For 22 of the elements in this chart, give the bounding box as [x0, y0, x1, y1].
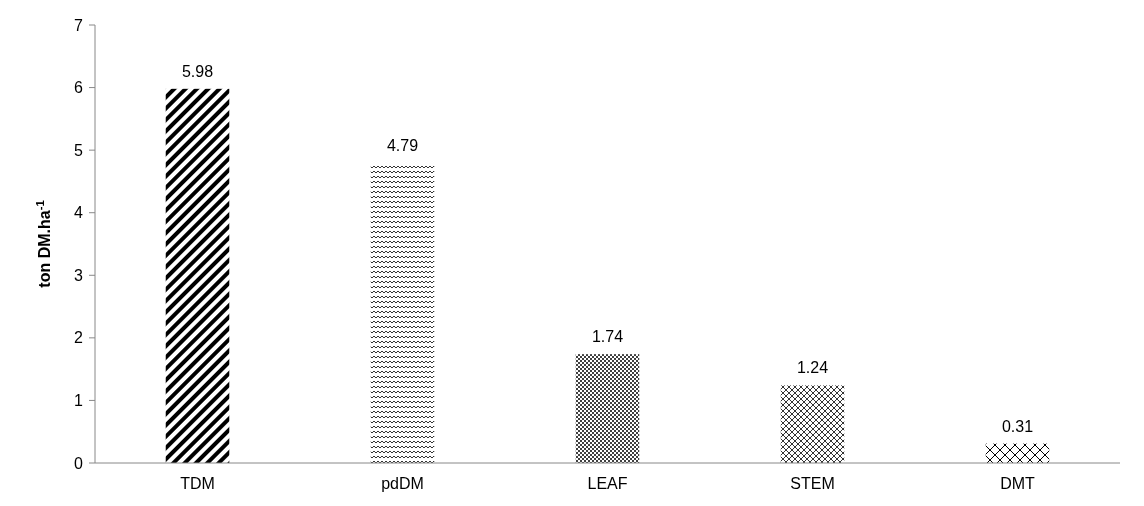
data-label: 4.79 [386, 137, 419, 155]
data-label: 5.98 [181, 62, 214, 80]
y-tick-label: 5 [74, 141, 84, 159]
data-label: 1.74 [591, 328, 624, 346]
y-tick-label: 1 [74, 392, 84, 410]
x-tick-label: LEAF [587, 475, 628, 492]
y-tick-label: 3 [74, 266, 84, 284]
y-tick-label: 6 [74, 79, 84, 97]
y-tick-label: 2 [74, 329, 84, 347]
x-tick-label: TDM [180, 475, 215, 492]
y-tick-label: 0 [74, 454, 84, 472]
x-tick-label: STEM [790, 475, 835, 492]
y-tick-label: 7 [74, 16, 84, 34]
x-tick-label: pdDM [381, 475, 424, 492]
bar [780, 385, 845, 463]
y-tick-label: 4 [74, 204, 84, 222]
data-label: 0.31 [1001, 417, 1034, 435]
data-label: 1.24 [796, 359, 829, 377]
bar [985, 443, 1050, 463]
x-tick-label: DMT [1000, 475, 1036, 492]
bar [575, 354, 640, 463]
bar [165, 88, 230, 463]
